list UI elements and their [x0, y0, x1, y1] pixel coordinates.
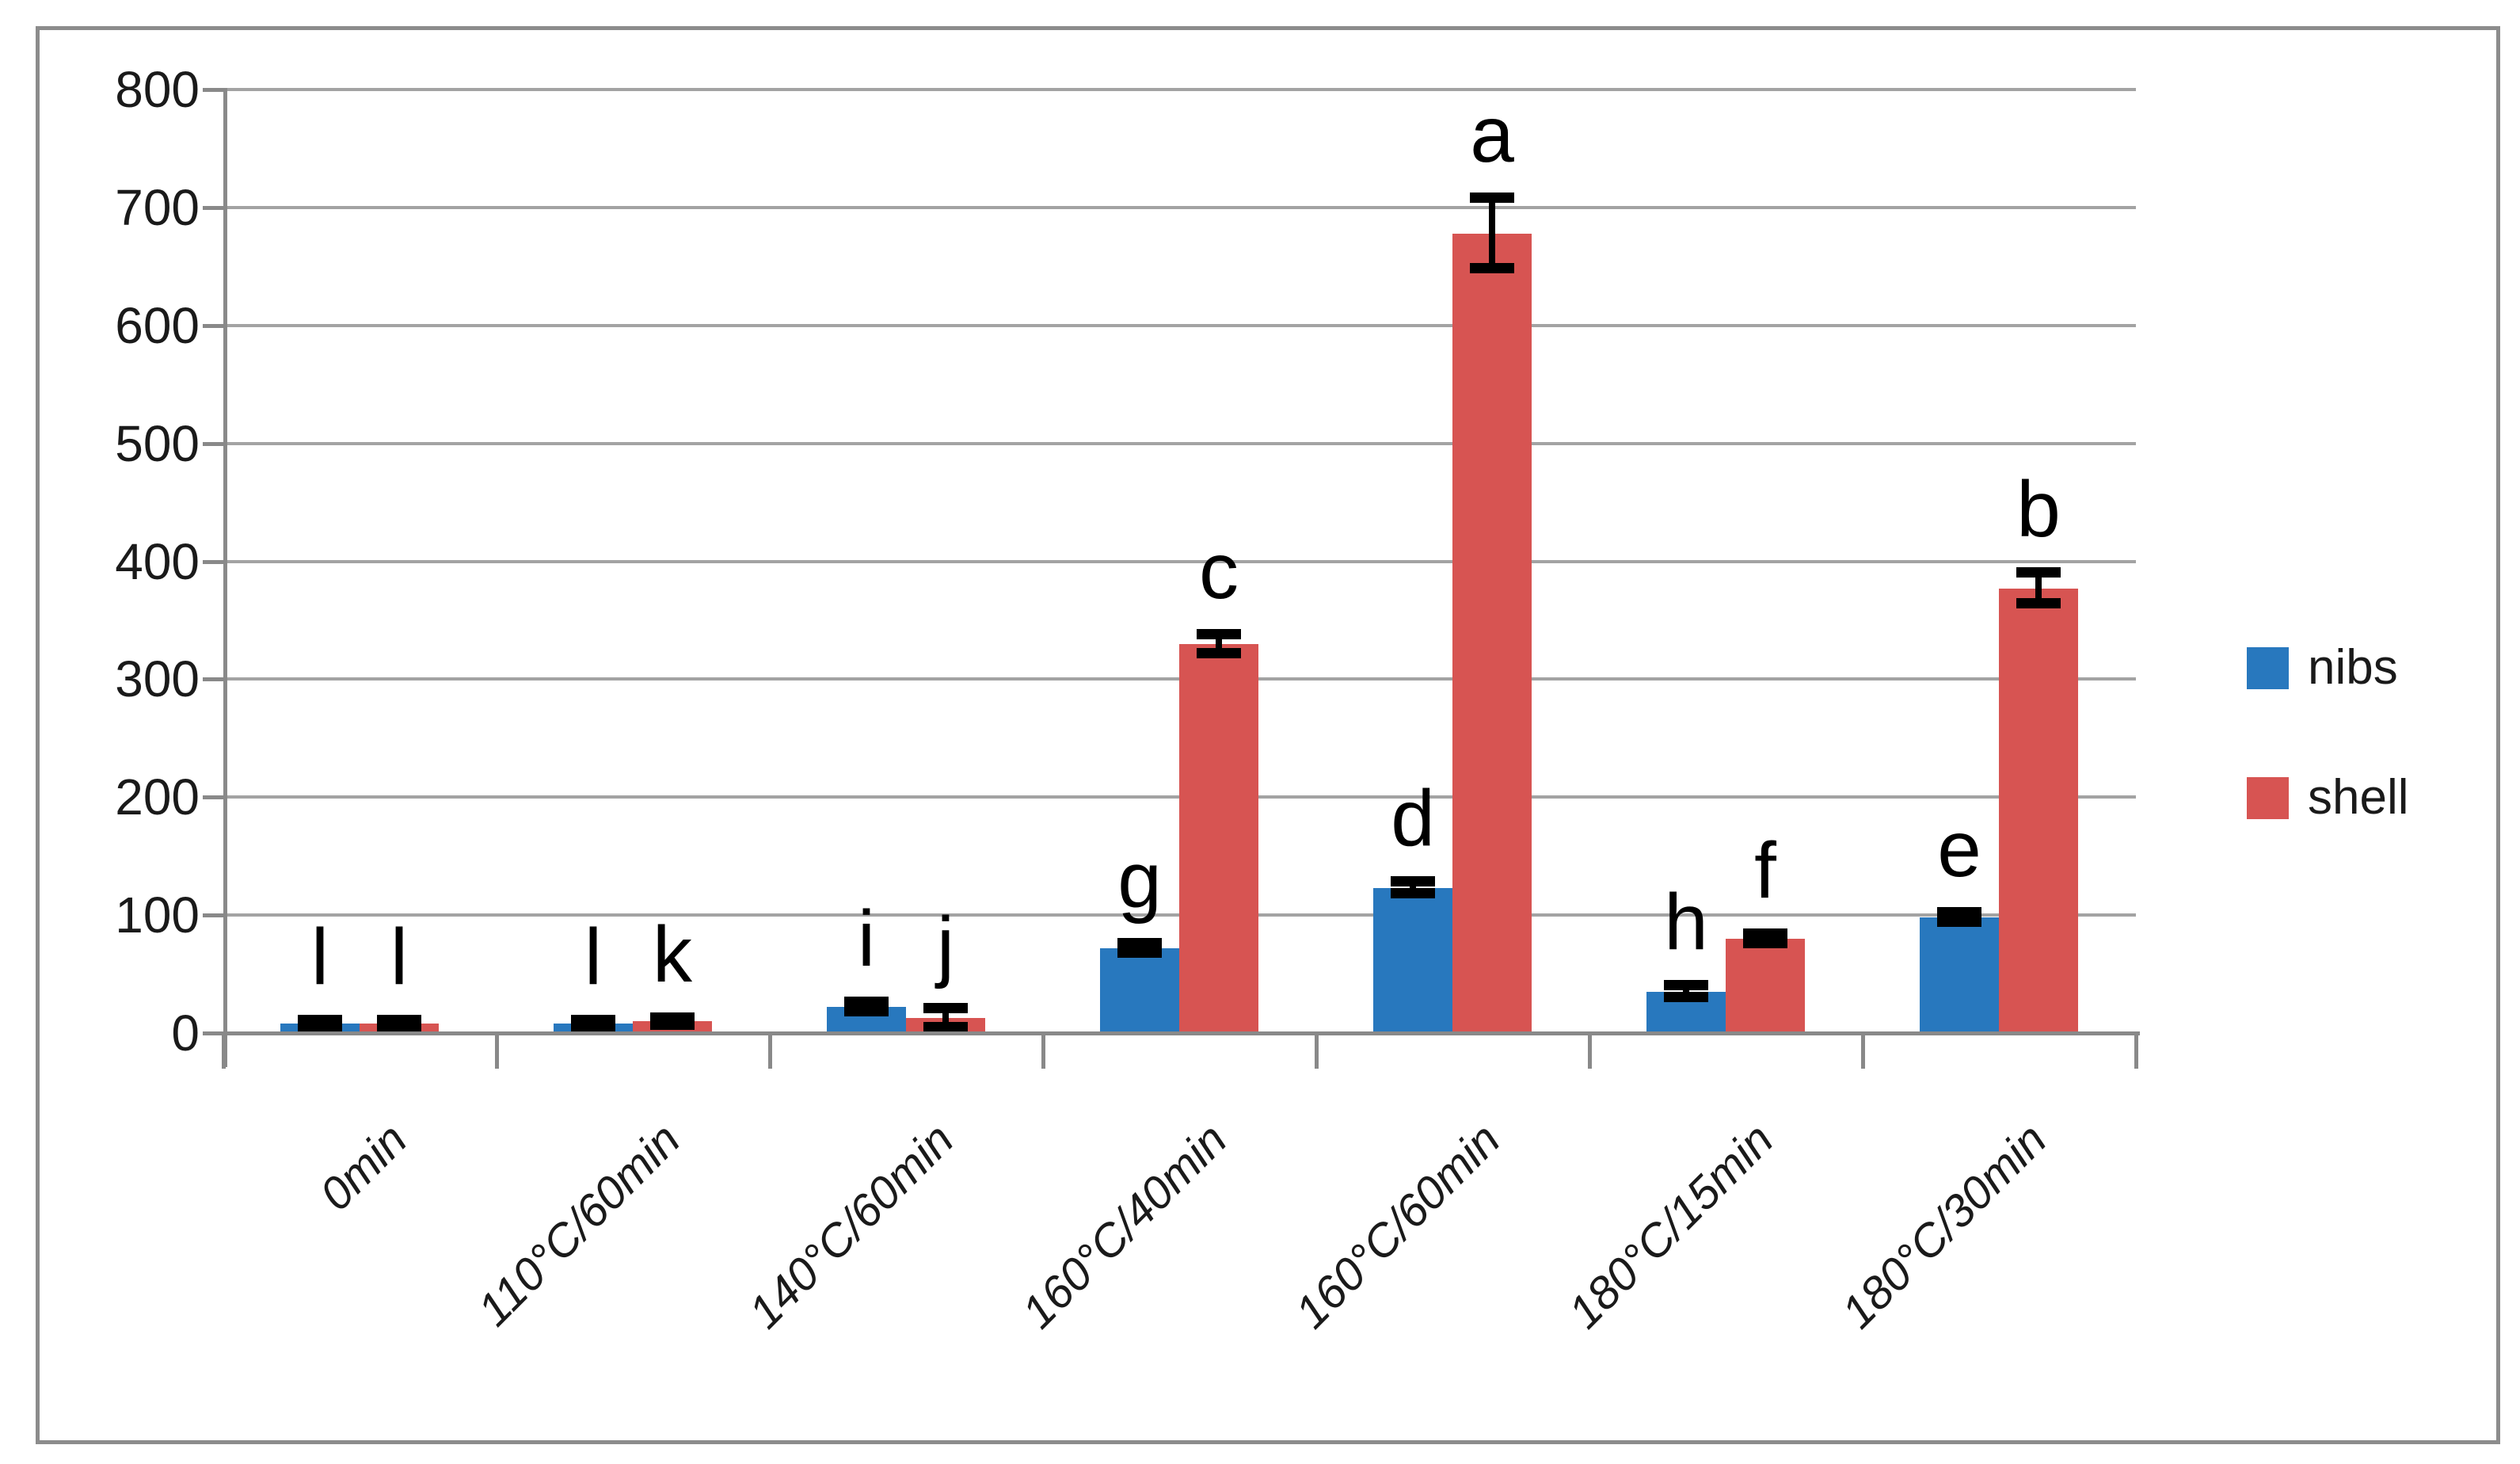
y-tick — [203, 441, 223, 446]
gridline — [223, 323, 2136, 327]
error-bar-cap — [1937, 907, 1981, 918]
error-bar-cap — [1197, 628, 1241, 639]
error-bar-cap — [1743, 928, 1787, 939]
legend-label-shell: shell — [2308, 770, 2409, 825]
error-bar-cap — [1664, 992, 1708, 1003]
significance-letter: c — [1199, 526, 1239, 616]
legend: nibs shell — [2247, 643, 2409, 903]
error-bar-cap — [844, 997, 889, 1008]
gridline — [223, 205, 2136, 209]
y-tick — [203, 205, 223, 210]
y-tick — [203, 323, 223, 328]
legend-label-nibs: nibs — [2308, 640, 2398, 695]
error-bar-cap — [923, 1002, 968, 1013]
significance-letter: l — [310, 912, 329, 1001]
error-bar-cap — [1470, 192, 1514, 203]
x-tick — [1315, 1035, 1319, 1069]
significance-letter: f — [1754, 825, 1776, 915]
x-tick — [1041, 1035, 1045, 1069]
x-tick — [768, 1035, 772, 1069]
error-bar-cap — [2016, 598, 2061, 609]
chart-outer-border — [36, 26, 2500, 1444]
error-bar-whisker — [1410, 882, 1416, 894]
significance-letter: l — [390, 912, 409, 1001]
x-tick — [495, 1035, 499, 1069]
error-bar-cap — [1197, 647, 1241, 658]
gridline — [223, 559, 2136, 563]
error-bar-cap — [377, 1021, 421, 1032]
y-axis-line — [223, 88, 227, 1067]
error-bar-cap — [1391, 876, 1435, 887]
error-bar-whisker — [942, 1008, 949, 1027]
x-axis-line — [223, 1031, 2140, 1035]
gridline — [223, 88, 2136, 91]
error-bar-cap — [1743, 937, 1787, 948]
bar-nibs — [1920, 917, 1999, 1033]
y-axis-label: 700 — [115, 178, 200, 236]
legend-item-shell: shell — [2247, 773, 2409, 822]
bar-shell — [1179, 643, 1258, 1033]
error-bar-cap — [1937, 917, 1981, 928]
error-bar-cap — [2016, 567, 2061, 578]
y-axis-label: 600 — [115, 296, 200, 354]
error-bar-cap — [571, 1021, 615, 1032]
y-tick — [203, 677, 223, 682]
error-bar-whisker — [1683, 986, 1689, 998]
error-bar-cap — [923, 1021, 968, 1032]
significance-letter: l — [584, 912, 603, 1001]
y-tick — [203, 1031, 223, 1035]
significance-letter: d — [1391, 774, 1435, 864]
significance-letter: g — [1117, 835, 1162, 925]
error-bar-cap — [1117, 937, 1162, 948]
significance-letter: e — [1937, 805, 1981, 894]
y-axis-label: 100 — [115, 886, 200, 944]
error-bar-cap — [298, 1021, 342, 1032]
significance-letter: j — [936, 900, 955, 989]
error-bar-whisker — [1216, 634, 1222, 654]
y-axis-label: 300 — [115, 650, 200, 708]
legend-swatch-nibs — [2247, 646, 2289, 689]
y-tick — [203, 559, 223, 564]
error-bar-cap — [1391, 888, 1435, 899]
significance-letter: i — [857, 894, 876, 984]
error-bar-cap — [844, 1006, 889, 1017]
y-tick — [203, 913, 223, 918]
x-tick — [222, 1035, 226, 1069]
y-tick — [203, 795, 223, 800]
x-tick — [1588, 1035, 1592, 1069]
y-axis-label: 0 — [171, 1005, 200, 1062]
significance-letter: a — [1470, 90, 1514, 179]
legend-swatch-shell — [2247, 776, 2289, 819]
significance-letter: h — [1664, 878, 1708, 967]
legend-item-nibs: nibs — [2247, 643, 2409, 692]
y-axis-label: 400 — [115, 532, 200, 590]
significance-letter: k — [653, 909, 692, 999]
significance-letter: b — [2016, 465, 2061, 555]
gridline — [223, 441, 2136, 445]
y-axis-label: 500 — [115, 414, 200, 472]
x-tick — [1861, 1035, 1865, 1069]
error-bar-cap — [1117, 947, 1162, 958]
error-bar-whisker — [1489, 197, 1495, 269]
error-bar-cap — [1664, 980, 1708, 991]
bar-shell — [1999, 588, 2078, 1033]
error-bar-whisker — [2035, 573, 2042, 604]
error-bar-cap — [650, 1019, 695, 1030]
error-bar-cap — [1470, 263, 1514, 274]
bar-nibs — [1100, 947, 1179, 1033]
bar-shell — [1452, 233, 1532, 1033]
y-axis-label: 200 — [115, 768, 200, 826]
bar-shell — [1726, 938, 1805, 1033]
x-tick — [2134, 1035, 2138, 1069]
y-axis-label: 800 — [115, 61, 200, 118]
y-tick — [203, 88, 223, 92]
bar-nibs — [1373, 887, 1452, 1033]
